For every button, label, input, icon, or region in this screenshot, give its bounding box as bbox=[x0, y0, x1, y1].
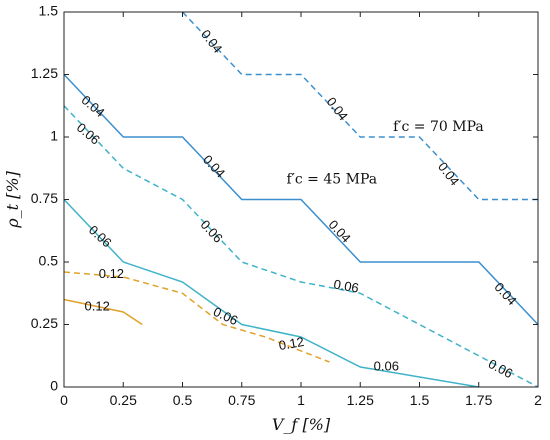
contour-value-label: 0.12 bbox=[278, 334, 306, 353]
contour-value-label: 0.06 bbox=[486, 356, 515, 381]
strength-annotation: f′c = 45 MPa bbox=[287, 172, 378, 188]
contour-value-label: 0.04 bbox=[491, 279, 519, 308]
contour-line-45mpa-0_12 bbox=[63, 298, 143, 326]
x-tick-label: 1 bbox=[297, 392, 305, 408]
contour-value-label: 0.06 bbox=[374, 358, 399, 373]
x-tick-label: 0.5 bbox=[173, 392, 193, 408]
contour-value-label: 0.06 bbox=[74, 120, 103, 148]
x-tick-label: 1.25 bbox=[347, 392, 374, 408]
axes-layer: 0 0.25 0.5 0.75 1 1.25 1.5 1.75 2 0 0.25 0.5 0.75 1 1.… bbox=[3, 3, 542, 434]
y-tick-label: 1.25 bbox=[31, 65, 58, 81]
curves-layer bbox=[63, 11, 539, 388]
contour-value-label: 0.12 bbox=[99, 266, 124, 281]
contour-value-label: 0.06 bbox=[211, 304, 240, 328]
y-axis-title: ρ_t [%] bbox=[3, 170, 22, 228]
contour-value-label: 0.04 bbox=[198, 27, 225, 56]
contour-line-70mpa-0_04 bbox=[181, 11, 538, 201]
contour-line-45mpa-0_06 bbox=[63, 198, 479, 388]
contour-value-label: 0.04 bbox=[326, 217, 354, 246]
annotations-layer: f′c = 70 MPa f′c = 45 MPa bbox=[287, 119, 484, 188]
y-tick-label: 0.5 bbox=[39, 253, 59, 269]
contour-value-label: 0.04 bbox=[200, 152, 228, 181]
contour-value-label: 0.04 bbox=[324, 94, 351, 123]
x-tick-label: 0.25 bbox=[110, 392, 137, 408]
x-tick-label: 0 bbox=[60, 392, 68, 408]
contour-line-45mpa-0_04 bbox=[63, 73, 539, 326]
contour-value-label: 0.12 bbox=[85, 298, 110, 313]
y-tick-label: 0.25 bbox=[31, 315, 58, 331]
y-tick-label: 1.5 bbox=[39, 3, 59, 19]
x-tick-label: 2 bbox=[534, 392, 542, 408]
strength-annotation: f′c = 70 MPa bbox=[393, 119, 484, 135]
contour-value-label: 0.06 bbox=[332, 276, 360, 295]
x-tick-label: 0.75 bbox=[228, 392, 255, 408]
contour-value-label: 0.04 bbox=[435, 159, 462, 188]
x-tick-label: 1.75 bbox=[465, 392, 492, 408]
contour-line-70mpa-0_06 bbox=[63, 105, 539, 388]
x-tick-label: 1.5 bbox=[410, 392, 430, 408]
contour-labels-layer: 0.040.040.040.040.040.040.040.060.060.06… bbox=[74, 27, 520, 381]
x-axis-title: V_f [%] bbox=[272, 415, 331, 434]
y-tick-label: 1 bbox=[50, 128, 58, 144]
y-tick-label: 0.75 bbox=[31, 190, 58, 206]
y-tick-label: 0 bbox=[50, 378, 58, 394]
